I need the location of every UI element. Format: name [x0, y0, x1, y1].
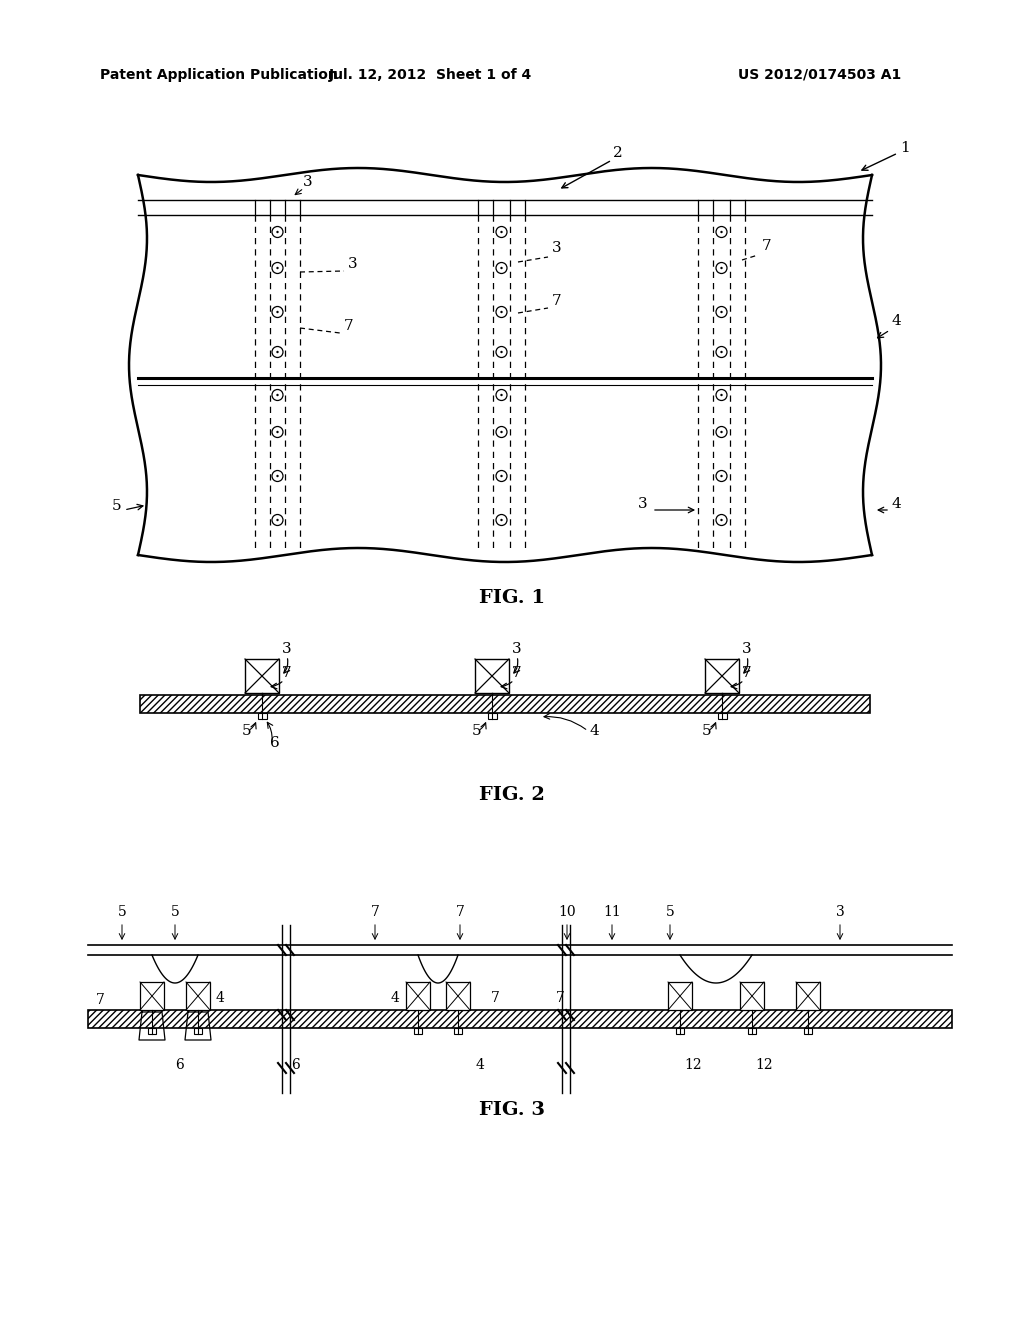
Text: 6: 6 — [270, 737, 280, 750]
Circle shape — [720, 430, 723, 433]
Bar — [446, 982, 470, 1010]
Text: 5: 5 — [242, 723, 252, 738]
Text: 1: 1 — [900, 141, 910, 154]
Text: 4: 4 — [390, 991, 399, 1005]
Text: 4: 4 — [216, 991, 224, 1005]
Circle shape — [501, 231, 503, 234]
Bar — [148, 1028, 156, 1034]
Text: 5: 5 — [702, 723, 712, 738]
Bar — [406, 982, 430, 1010]
Text: 3: 3 — [552, 242, 561, 255]
Text: 7: 7 — [742, 667, 752, 680]
Text: FIG. 1: FIG. 1 — [479, 589, 545, 607]
Text: US 2012/0174503 A1: US 2012/0174503 A1 — [738, 69, 901, 82]
Circle shape — [276, 231, 279, 234]
Text: 3: 3 — [303, 176, 312, 189]
Bar — [186, 982, 210, 1010]
Text: 5: 5 — [472, 723, 481, 738]
Bar — [140, 982, 164, 1010]
Text: 6: 6 — [176, 1059, 184, 1072]
Circle shape — [276, 519, 279, 521]
Circle shape — [501, 310, 503, 313]
Bar — [718, 713, 727, 719]
Text: 5: 5 — [112, 499, 122, 513]
Circle shape — [276, 351, 279, 354]
Text: 2: 2 — [613, 147, 623, 160]
Circle shape — [501, 430, 503, 433]
Circle shape — [276, 393, 279, 396]
Bar — [475, 659, 509, 693]
Text: 4: 4 — [475, 1059, 484, 1072]
Text: 4: 4 — [892, 314, 902, 327]
Bar — [258, 713, 267, 719]
Text: 12: 12 — [684, 1059, 701, 1072]
Text: 4: 4 — [590, 723, 600, 738]
Bar — [748, 1028, 756, 1034]
Bar — [740, 982, 764, 1010]
Bar — [194, 1028, 202, 1034]
Text: FIG. 3: FIG. 3 — [479, 1101, 545, 1119]
Text: 3: 3 — [742, 642, 752, 656]
Text: 12: 12 — [755, 1059, 773, 1072]
Circle shape — [501, 267, 503, 269]
Circle shape — [276, 267, 279, 269]
Text: 7: 7 — [552, 294, 561, 308]
Circle shape — [276, 475, 279, 478]
Text: 7: 7 — [556, 991, 564, 1005]
Text: Jul. 12, 2012  Sheet 1 of 4: Jul. 12, 2012 Sheet 1 of 4 — [329, 69, 531, 82]
Bar — [140, 696, 870, 713]
Bar — [796, 982, 820, 1010]
Text: 7: 7 — [371, 906, 380, 919]
Text: 7: 7 — [512, 667, 521, 680]
Text: 7: 7 — [762, 239, 772, 253]
Text: 3: 3 — [282, 642, 292, 656]
Circle shape — [720, 475, 723, 478]
Bar — [454, 1028, 462, 1034]
Bar — [245, 659, 279, 693]
Text: 5: 5 — [118, 906, 126, 919]
Bar — [88, 1010, 952, 1028]
Text: 3: 3 — [638, 498, 647, 511]
Bar — [676, 1028, 684, 1034]
Circle shape — [720, 351, 723, 354]
Text: 3: 3 — [836, 906, 845, 919]
Circle shape — [276, 430, 279, 433]
Text: 10: 10 — [558, 906, 575, 919]
Circle shape — [720, 393, 723, 396]
Text: 11: 11 — [603, 906, 621, 919]
Circle shape — [501, 393, 503, 396]
Text: 4: 4 — [892, 498, 902, 511]
Bar — [488, 713, 497, 719]
Circle shape — [720, 519, 723, 521]
Circle shape — [720, 231, 723, 234]
Circle shape — [720, 267, 723, 269]
Bar — [705, 659, 739, 693]
Text: 7: 7 — [282, 667, 292, 680]
Text: 6: 6 — [291, 1059, 299, 1072]
Text: 7: 7 — [344, 319, 353, 333]
Bar — [414, 1028, 422, 1034]
Bar — [804, 1028, 812, 1034]
Text: 7: 7 — [95, 993, 104, 1007]
Text: 5: 5 — [666, 906, 675, 919]
Circle shape — [276, 310, 279, 313]
Bar — [668, 982, 692, 1010]
Text: 7: 7 — [490, 991, 500, 1005]
Text: FIG. 2: FIG. 2 — [479, 785, 545, 804]
Text: 5: 5 — [171, 906, 179, 919]
Circle shape — [501, 519, 503, 521]
Circle shape — [501, 475, 503, 478]
Text: Patent Application Publication: Patent Application Publication — [100, 69, 338, 82]
Text: 3: 3 — [512, 642, 521, 656]
Text: 7: 7 — [456, 906, 465, 919]
Circle shape — [501, 351, 503, 354]
Text: 3: 3 — [348, 257, 357, 271]
Circle shape — [720, 310, 723, 313]
